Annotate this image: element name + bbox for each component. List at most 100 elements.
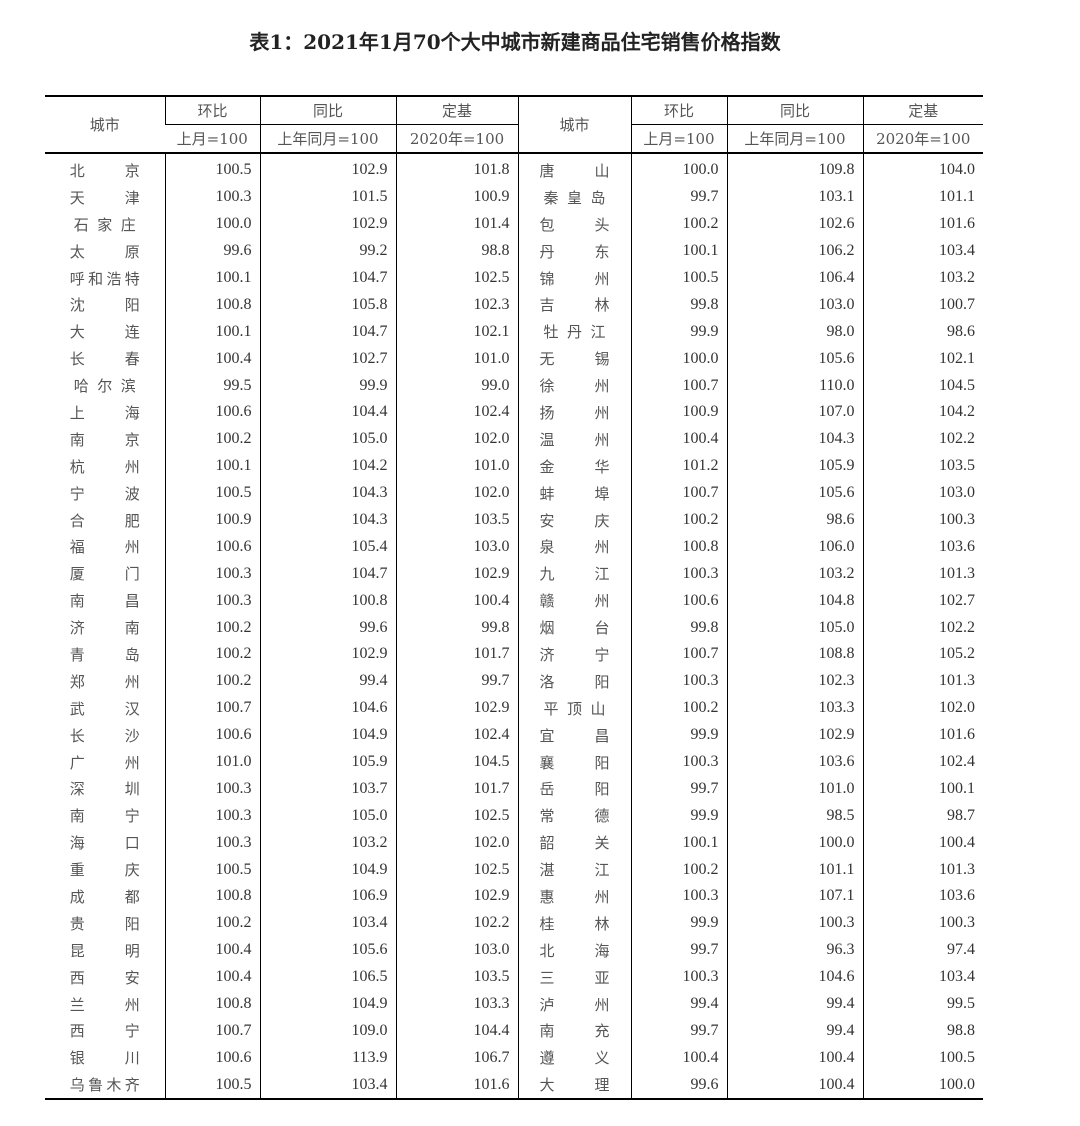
- header-fixed: 定基: [395, 96, 518, 125]
- fixed-value: 104.2: [862, 399, 983, 426]
- mom-value: 100.6: [630, 587, 727, 615]
- city-name: 赣州: [539, 592, 610, 611]
- table-row: 海口 100.3 103.2 102.0 韶关 100.1 100.0 100.4: [45, 829, 983, 857]
- fixed-value: 99.7: [395, 667, 518, 695]
- table-row: 长沙 100.6 104.9 102.4 宜昌 99.9 102.9 101.6: [45, 721, 983, 749]
- city-name: 太原: [69, 242, 140, 261]
- city-name: 平顶山: [543, 699, 606, 718]
- table-row: 贵阳 100.2 103.4 102.2 桂林 99.9 100.3 100.3: [45, 909, 983, 937]
- fixed-value: 100.4: [862, 829, 983, 857]
- fixed-value: 100.5: [862, 1044, 983, 1072]
- city-name: 徐州: [539, 377, 610, 396]
- city-cell: 桂林: [517, 909, 631, 937]
- city-name: 福州: [69, 538, 140, 557]
- city-cell: 重庆: [45, 856, 165, 883]
- fixed-value: 102.5: [395, 856, 518, 884]
- header-yoy-base: 上年同月=100: [259, 124, 396, 154]
- city-cell: 济南: [45, 614, 165, 641]
- mom-value: 100.3: [164, 829, 260, 857]
- fixed-value: 103.5: [395, 963, 518, 991]
- fixed-value: 100.0: [862, 1071, 983, 1100]
- mom-value: 100.4: [164, 936, 260, 964]
- city-name: 无锡: [539, 350, 610, 369]
- city-cell: 昆明: [45, 937, 165, 964]
- mom-value: 99.7: [630, 775, 727, 803]
- mom-value: 100.2: [630, 856, 727, 884]
- city-cell: 三亚: [517, 963, 631, 991]
- city-name: 天津: [69, 188, 140, 207]
- mom-value: 100.5: [164, 856, 260, 884]
- yoy-value: 99.9: [259, 372, 396, 400]
- city-cell: 西宁: [45, 1018, 165, 1045]
- fixed-value: 101.1: [862, 183, 983, 211]
- table-row: 昆明 100.4 105.6 103.0 北海 99.7 96.3 97.4: [45, 936, 983, 964]
- yoy-value: 109.0: [259, 1017, 396, 1045]
- header-yoy-base: 上年同月=100: [726, 124, 863, 154]
- city-name: 大连: [69, 323, 140, 342]
- mom-value: 100.3: [630, 963, 727, 991]
- city-cell: 韶关: [517, 829, 631, 857]
- yoy-value: 103.7: [259, 775, 396, 803]
- city-name: 武汉: [69, 699, 140, 718]
- yoy-value: 105.8: [259, 291, 396, 319]
- city-name: 泸州: [539, 995, 610, 1014]
- table-row: 深圳 100.3 103.7 101.7 岳阳 99.7 101.0 100.1: [45, 775, 983, 803]
- yoy-value: 100.8: [259, 587, 396, 615]
- mom-value: 100.3: [164, 183, 260, 211]
- city-name: 泉州: [539, 538, 610, 557]
- mom-value: 99.9: [630, 909, 727, 937]
- mom-value: 100.8: [630, 533, 727, 561]
- yoy-value: 106.9: [259, 883, 396, 910]
- header-fixed-base: 2020年=100: [862, 124, 983, 154]
- mom-value: 100.7: [630, 479, 727, 507]
- city-name: 重庆: [69, 861, 140, 880]
- fixed-value: 105.2: [862, 641, 983, 668]
- yoy-value: 107.0: [726, 399, 863, 426]
- table-row: 福州 100.6 105.4 103.0 泉州 100.8 106.0 103.6: [45, 533, 983, 561]
- mom-value: 100.3: [630, 667, 727, 695]
- city-name: 南京: [69, 430, 140, 449]
- city-cell: 惠州: [517, 883, 631, 910]
- city-cell: 泉州: [517, 533, 631, 561]
- yoy-value: 113.9: [259, 1044, 396, 1072]
- city-cell: 长春: [45, 345, 165, 372]
- city-name: 厦门: [69, 565, 140, 584]
- yoy-value: 104.4: [259, 399, 396, 426]
- city-name: 成都: [69, 887, 140, 906]
- mom-value: 100.4: [164, 345, 260, 373]
- yoy-value: 102.9: [259, 641, 396, 668]
- fixed-value: 101.3: [862, 856, 983, 884]
- header-yoy: 同比: [259, 96, 396, 125]
- fixed-value: 102.5: [395, 802, 518, 830]
- yoy-value: 109.8: [726, 153, 863, 184]
- mom-value: 100.5: [164, 479, 260, 507]
- city-cell: 洛阳: [517, 667, 631, 695]
- yoy-value: 106.2: [726, 237, 863, 265]
- fixed-value: 103.3: [395, 990, 518, 1018]
- yoy-value: 104.7: [259, 560, 396, 588]
- mom-value: 100.6: [164, 1044, 260, 1072]
- city-name: 牡丹江: [543, 323, 606, 342]
- yoy-value: 105.0: [726, 614, 863, 642]
- yoy-value: 96.3: [726, 936, 863, 964]
- city-cell: 贵阳: [45, 910, 165, 937]
- city-name: 乌鲁木齐: [69, 1076, 140, 1095]
- table-row: 重庆 100.5 104.9 102.5 湛江 100.2 101.1 101.3: [45, 856, 983, 884]
- yoy-value: 105.6: [259, 936, 396, 964]
- yoy-value: 110.0: [726, 372, 863, 400]
- fixed-value: 101.8: [395, 153, 518, 184]
- yoy-value: 102.3: [726, 667, 863, 695]
- mom-value: 99.6: [630, 1071, 727, 1100]
- mom-value: 99.4: [630, 990, 727, 1018]
- city-cell: 呼和浩特: [45, 265, 165, 292]
- city-name: 金华: [539, 457, 610, 476]
- yoy-value: 100.4: [726, 1071, 863, 1100]
- table-row: 厦门 100.3 104.7 102.9 九江 100.3 103.2 101.3: [45, 560, 983, 588]
- mom-value: 100.1: [630, 829, 727, 857]
- city-cell: 大理: [517, 1071, 631, 1100]
- city-name: 上海: [69, 403, 140, 422]
- city-name: 襄阳: [539, 753, 610, 772]
- fixed-value: 103.6: [862, 883, 983, 910]
- yoy-value: 103.2: [726, 560, 863, 588]
- city-cell: 徐州: [517, 372, 631, 400]
